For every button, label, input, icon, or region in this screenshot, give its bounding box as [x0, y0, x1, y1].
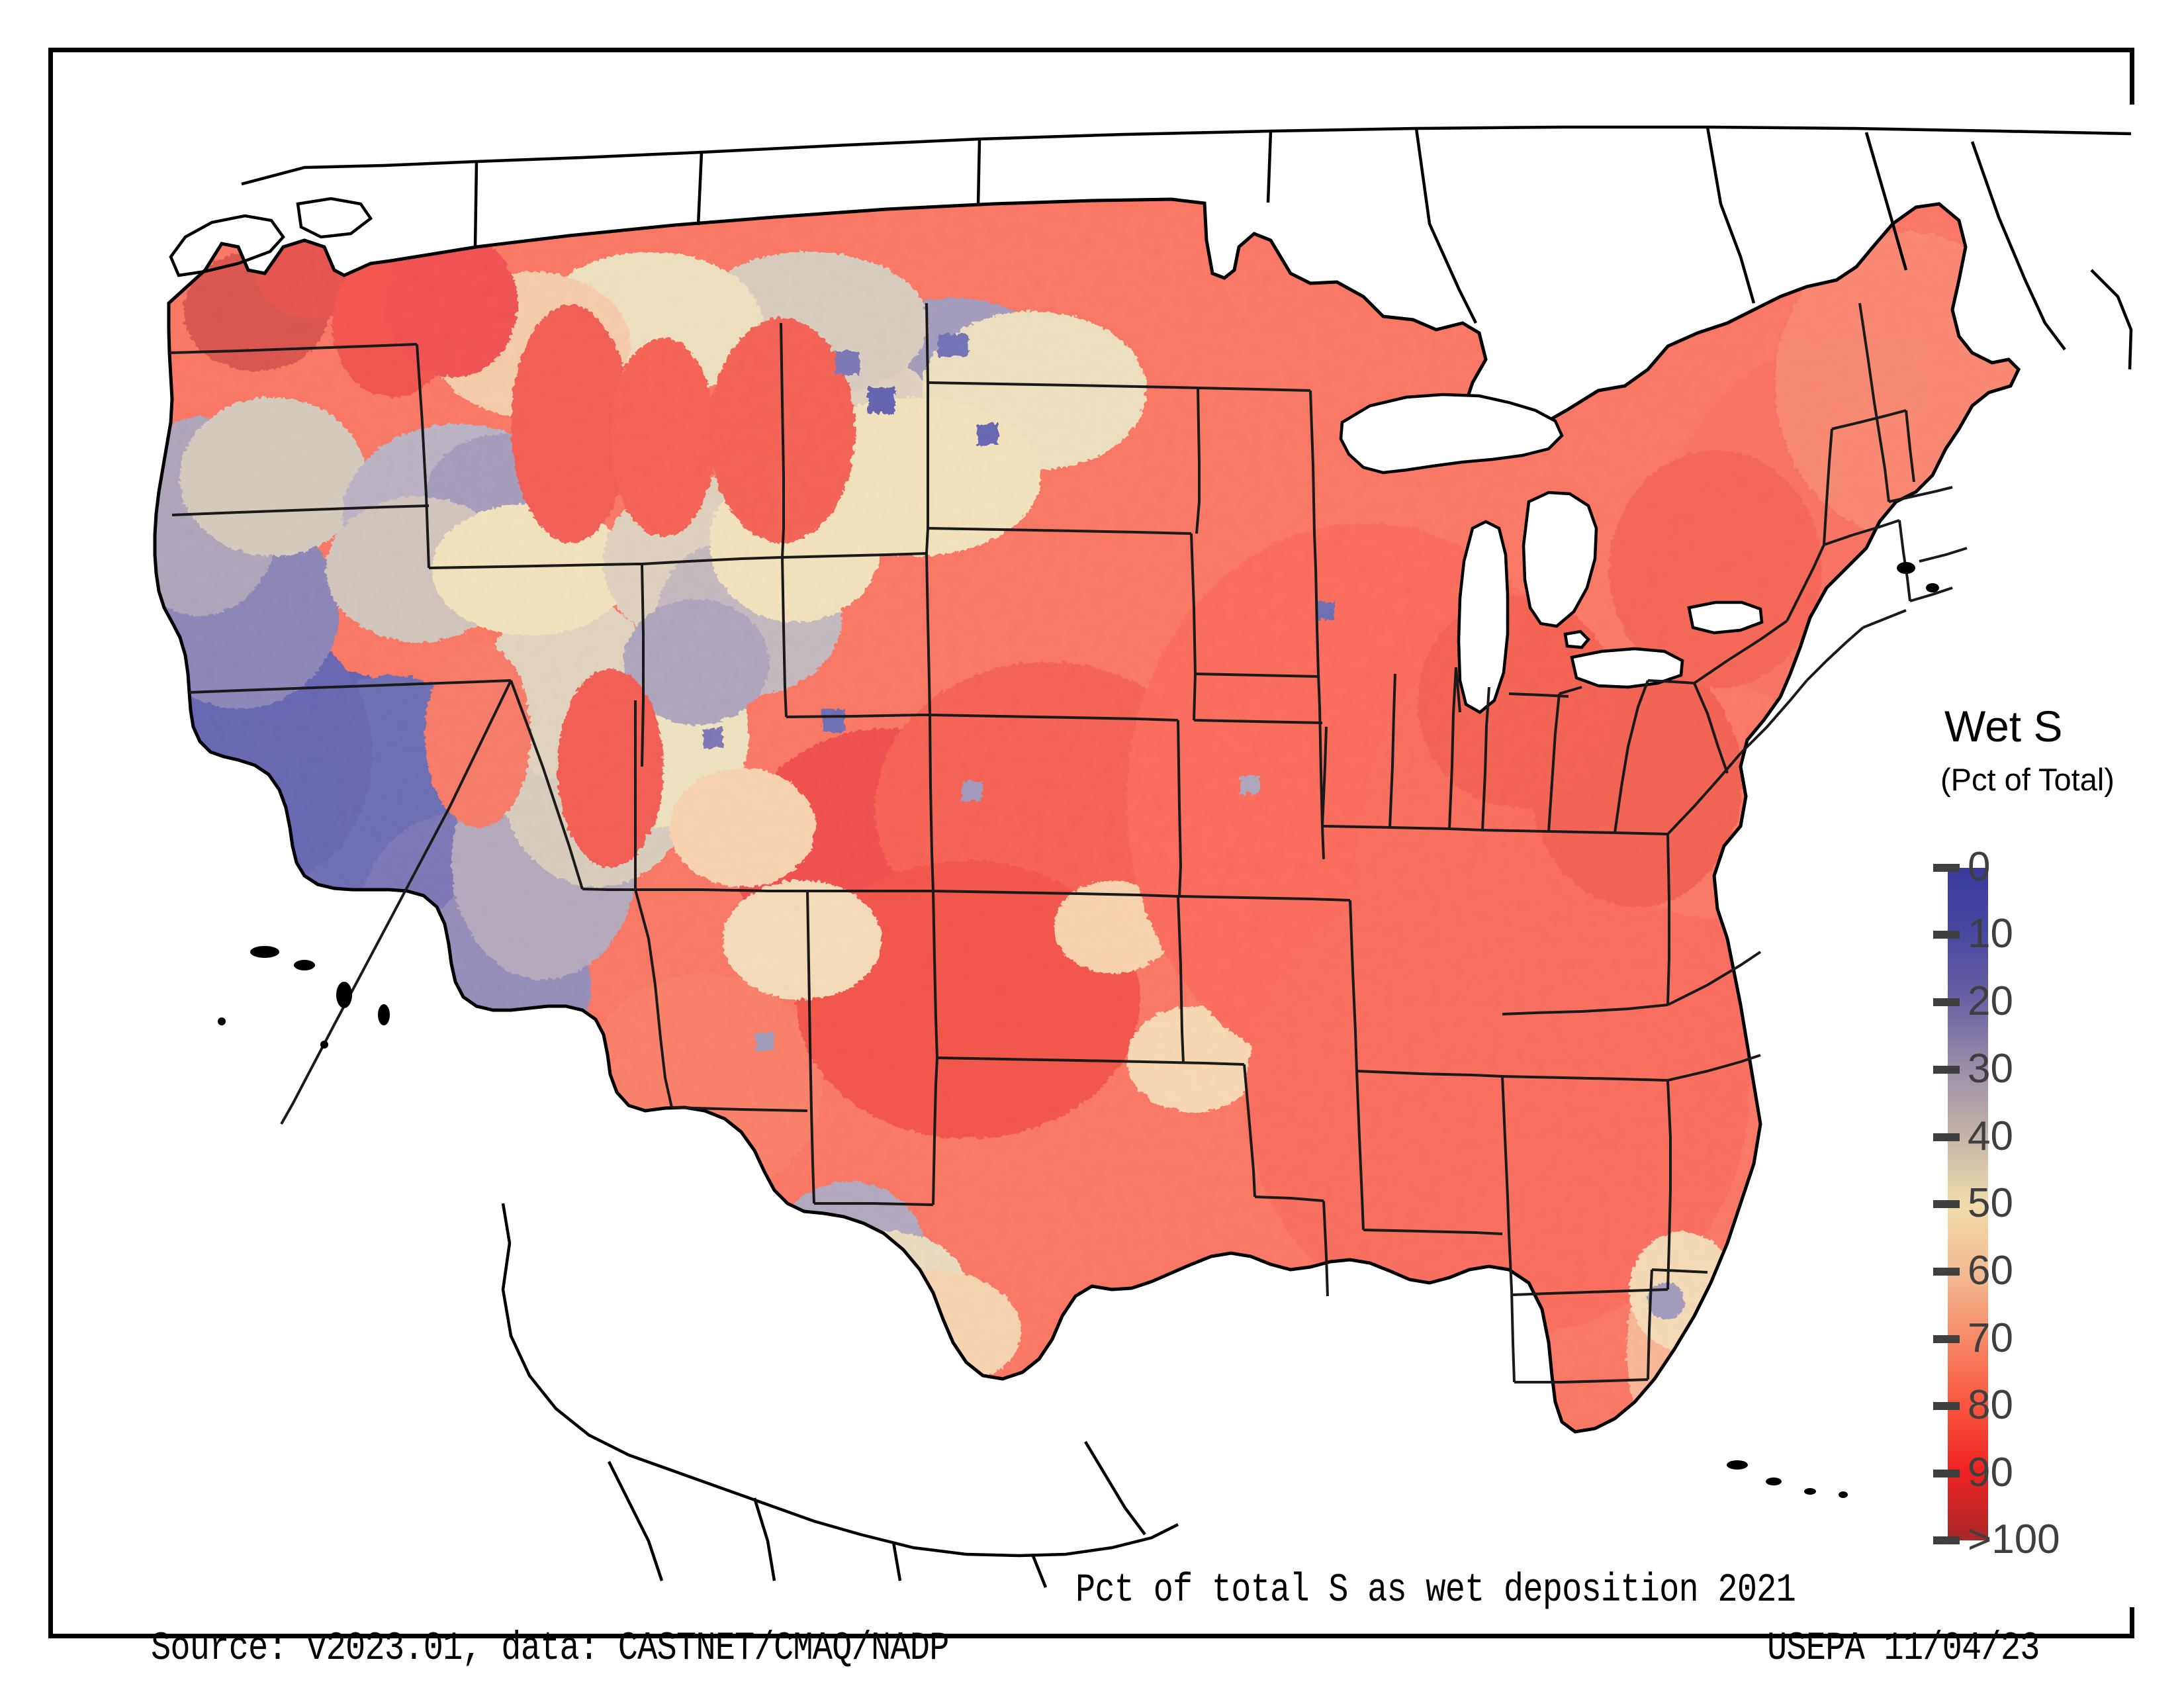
figure-frame: Wet S (Pct of Total)	[48, 48, 2183, 1671]
tick-mark	[1933, 1133, 1960, 1141]
tick-mark	[1933, 1066, 1960, 1074]
tick-label: 40	[1968, 1113, 2013, 1159]
tick-mark	[1933, 1470, 1960, 1477]
us-deposition-map	[106, 105, 2183, 1607]
tick-label: 0	[1968, 844, 1991, 890]
tick-mark	[1933, 1536, 1960, 1544]
tick-label: 90	[1968, 1450, 2013, 1495]
tick-label: 30	[1968, 1046, 2013, 1092]
tick-mark	[1933, 998, 1960, 1006]
tick-mark	[1933, 1200, 1960, 1208]
tick-label: 60	[1968, 1248, 2013, 1293]
tick-label: 50	[1968, 1180, 2013, 1226]
tick-mark	[1933, 864, 1960, 872]
map-area	[106, 105, 2183, 1607]
deposition-raster	[155, 199, 2019, 1432]
country-outline	[153, 197, 2021, 1434]
tick-mark	[1933, 1335, 1960, 1343]
tick-label: 70	[1968, 1315, 2013, 1361]
state-boundaries	[169, 303, 1968, 1383]
source-caption: Source: v2023.01, data: CASTNET/CMAQ/NAD…	[151, 1626, 949, 1671]
tick-mark	[1933, 1268, 1960, 1276]
legend-subtitle: (Pct of Total)	[1940, 762, 2115, 797]
tick-label: 80	[1968, 1382, 2013, 1428]
map-title-caption: Pct of total S as wet deposition 2021	[1075, 1568, 1796, 1613]
tick-mark	[1933, 1402, 1960, 1410]
tick-label: >100	[1968, 1517, 2060, 1562]
great-lakes	[1339, 393, 1764, 714]
coastal-islands	[218, 562, 1939, 1498]
tick-mark	[1933, 931, 1960, 939]
legend-title: Wet S	[1944, 702, 2063, 751]
tick-label: 10	[1968, 911, 2013, 957]
agency-date-caption: USEPA 11/04/23	[1767, 1626, 2040, 1671]
neighbor-country-outlines	[167, 125, 2133, 1588]
map-legend: Wet S (Pct of Total)	[1893, 698, 2184, 1562]
tick-label: 20	[1968, 978, 2013, 1024]
